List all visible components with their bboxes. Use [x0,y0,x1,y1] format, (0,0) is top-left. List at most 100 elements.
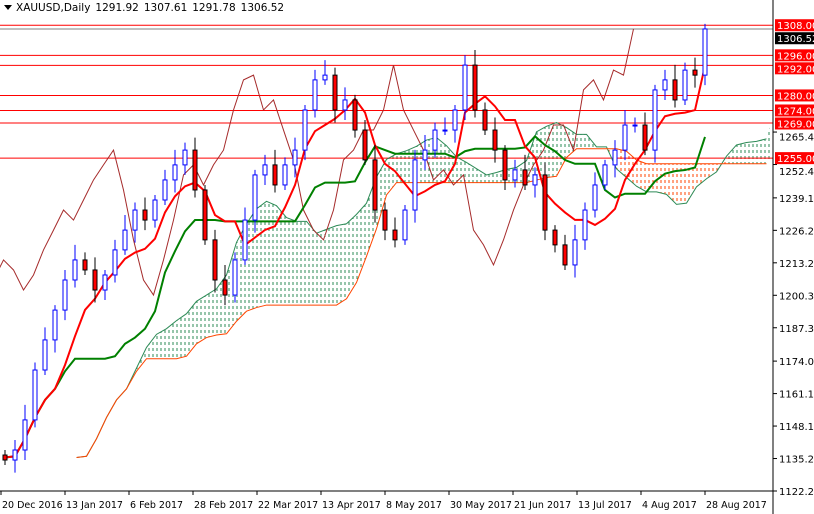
y-tick-label: 1148.15 [779,422,814,433]
candle [462,55,468,121]
candle-body [422,149,428,161]
cloud-segment [486,172,497,183]
candle-body [102,274,108,291]
candle-body [292,149,298,166]
level-label: 1269.00 [777,119,814,130]
level-tag [775,104,814,117]
candle [232,252,238,303]
x-tick-label: 8 May 2017 [386,500,442,511]
candle [142,197,148,231]
candle-body [182,149,188,166]
level-tag [775,89,814,102]
candle-body [412,159,418,211]
candle [572,224,578,278]
candle [182,142,188,175]
candle-body [472,64,478,111]
cloud-segment [286,217,297,306]
candle-body [52,309,58,341]
level-label: 1296.00 [777,51,814,62]
ohlc-open: 1291.92 [95,2,139,14]
candle-body [212,239,218,281]
candle-body [352,99,358,131]
candle [592,172,598,218]
x-tick-label: 4 Aug 2017 [642,500,697,511]
candle [392,217,398,248]
candle-body [312,79,318,111]
candle [72,244,78,288]
y-tick-label: 1226.20 [779,226,814,237]
candle [382,202,388,241]
cloud-segment [616,148,627,178]
candle-body [702,28,708,76]
candle [122,215,128,255]
y-tick-label: 1213.25 [779,259,814,270]
candle [312,69,318,118]
level-tag [775,117,814,130]
cloud-segment [736,142,747,164]
candle [212,229,218,293]
candle-body [692,69,698,76]
cloud-segment [636,160,647,192]
candle [332,67,338,123]
x-tick-label: 20 Dec 2016 [2,500,63,511]
collapse-triangle-icon[interactable] [4,5,12,10]
candle [602,159,608,190]
senkou-span-b-line [76,148,767,459]
cloud-segment [386,153,397,195]
y-tick-label: 1265.40 [779,132,814,143]
candle-body [402,209,408,241]
candle [702,23,708,86]
level-label: 1280.00 [777,91,814,102]
candle [632,117,638,133]
level-tag [775,62,814,75]
cloud-segment [306,221,317,306]
candle [292,137,298,178]
candle [672,64,678,108]
cloud-segment [316,229,327,306]
candle-body [42,339,48,371]
cloud-segment [756,138,767,164]
cloud-segment [326,225,337,306]
level-label: 1308.00 [777,21,814,32]
ohlc-high: 1307.61 [143,2,188,14]
candle [62,269,68,321]
cloud-segment [186,301,197,357]
candle-body [22,419,28,451]
candle [652,84,658,163]
candle-body [62,279,68,311]
candle [552,225,558,253]
x-tick-label: 6 Feb 2017 [130,500,183,511]
x-tick-label: 21 Jun 2017 [514,500,571,511]
candle-body [682,69,688,101]
candle-body [522,169,528,186]
cloud-segment [266,201,277,306]
candle-body [242,219,248,261]
y-tick-label: 1122.25 [779,487,814,498]
candle [32,362,38,428]
symbol-label: XAUUSD,Daily [16,2,91,14]
candle-body [232,259,238,296]
candle [662,69,668,100]
cloud-segment [656,163,667,195]
candle-body [662,79,668,91]
level-tag [775,49,814,62]
candle-body [32,369,38,421]
candle-body [162,179,168,201]
ohlc-close: 1306.52 [240,2,285,14]
candle-body [82,259,88,271]
candle [612,140,618,178]
candle [302,104,308,161]
time-axis[interactable]: 20 Dec 2016 13 Jan 2017 6 Feb 2017 28 Feb 2… [0,491,767,511]
candle-body [142,209,148,221]
candle [132,202,138,243]
candle [102,269,108,301]
level-tag [775,19,814,32]
x-tick-label: 30 May 2017 [450,500,512,511]
ohlc-low: 1291.78 [192,2,236,14]
price-axis[interactable]: 1265.40 1252.45 1239.15 1226.20 1213.25 1200.… [773,131,814,498]
candle-body [282,164,288,186]
candle-body [272,164,278,186]
candle [342,87,348,121]
candle-body [542,174,548,231]
